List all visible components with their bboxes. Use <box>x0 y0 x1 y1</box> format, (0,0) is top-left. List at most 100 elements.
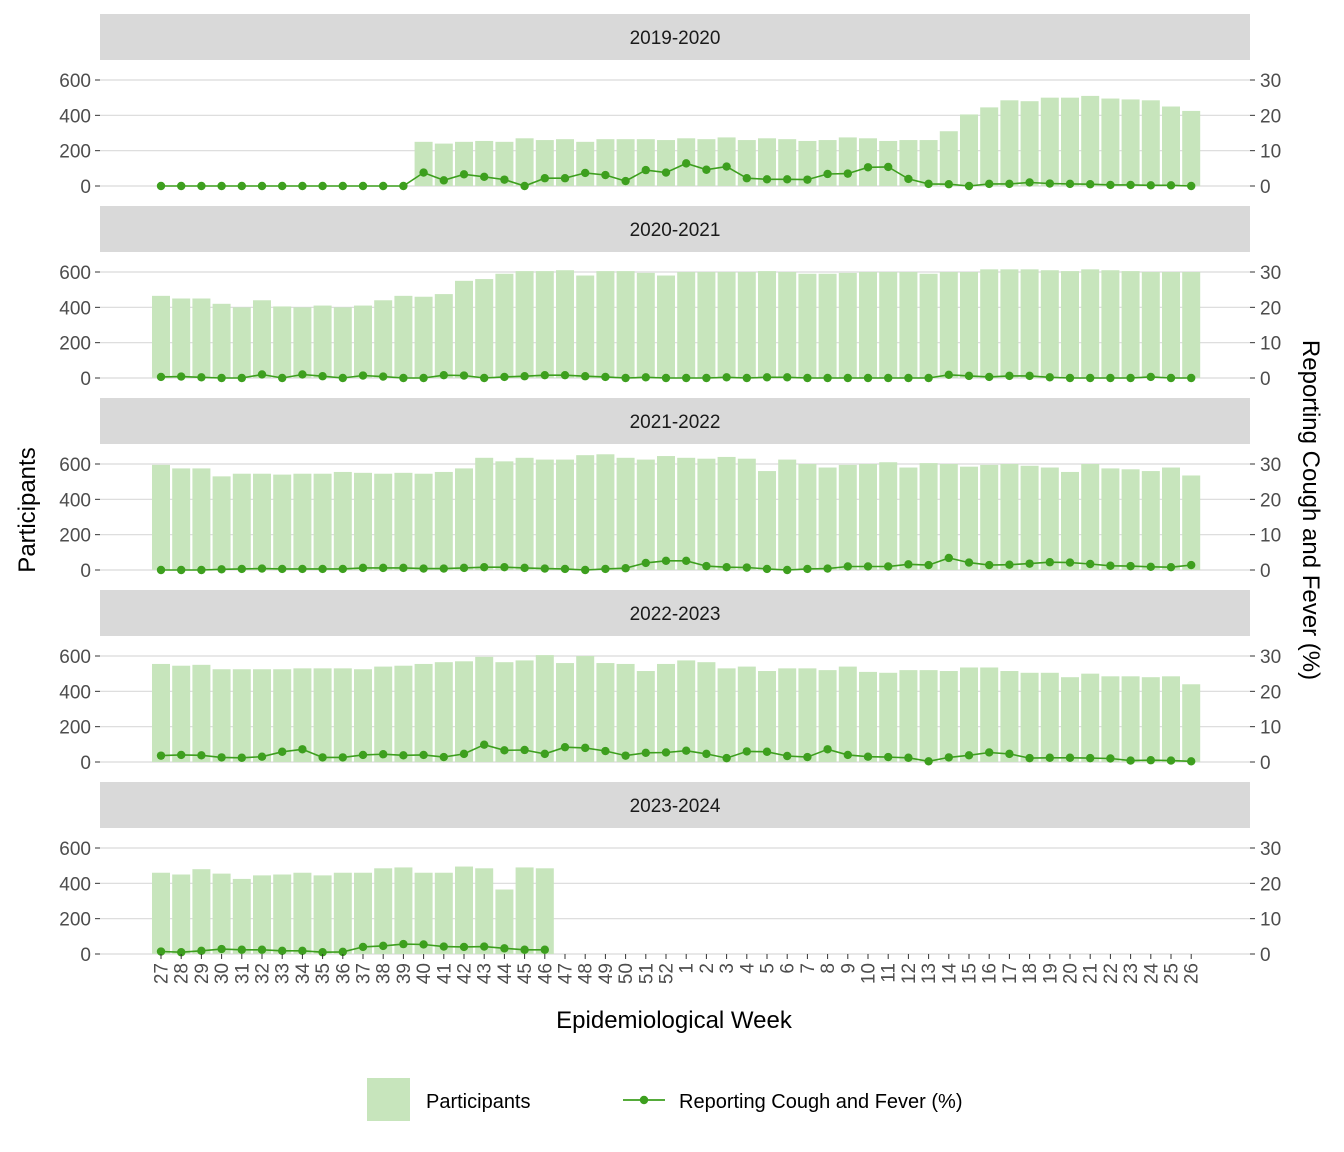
participants-bar <box>576 141 595 186</box>
legend-cough-fever-label: Reporting Cough and Fever (%) <box>679 1091 962 1113</box>
x-tick-label: 16 <box>980 963 1001 984</box>
cough-fever-point <box>278 564 287 574</box>
y-right-tick-label: 30 <box>1260 263 1281 284</box>
x-tick-label: 30 <box>212 963 233 984</box>
participants-bar <box>1040 270 1059 378</box>
cough-fever-point <box>985 748 994 757</box>
cough-fever-point <box>1005 560 1014 569</box>
participants-bar <box>152 872 170 954</box>
participants-bar <box>313 668 332 762</box>
cough-fever-point <box>439 942 448 951</box>
participants-bar <box>737 272 756 378</box>
cough-fever-point <box>358 942 368 952</box>
participants-bar <box>273 669 292 762</box>
participants-bar <box>172 468 191 570</box>
participants-bar <box>354 305 372 378</box>
y-right-tick-label: 10 <box>1260 910 1281 931</box>
participants-bar <box>576 275 595 378</box>
participants-bar <box>414 296 433 378</box>
cough-fever-point <box>783 751 792 761</box>
x-tick-label: 14 <box>939 963 960 985</box>
participants-bar <box>1121 99 1140 186</box>
cough-fever-point <box>1126 561 1135 571</box>
y-right-tick-label: 20 <box>1260 682 1281 703</box>
cough-fever-point <box>1005 371 1014 381</box>
cough-fever-point <box>1065 753 1075 762</box>
y-left-tick-label: 600 <box>59 71 91 92</box>
x-tick-label: 28 <box>172 963 193 984</box>
participants-bar <box>172 874 191 954</box>
participants-bar <box>414 473 433 570</box>
x-tick-label: 6 <box>778 963 799 974</box>
cough-fever-point <box>783 175 792 184</box>
cough-fever-point <box>156 372 166 382</box>
cough-fever-point <box>702 165 711 174</box>
x-tick-label: 34 <box>293 963 314 985</box>
cough-fever-point <box>803 373 812 383</box>
cough-fever-point <box>379 181 388 191</box>
x-tick-label: 22 <box>1101 963 1122 984</box>
cough-fever-point <box>500 562 509 572</box>
participants-bar <box>697 272 716 378</box>
participants-bar <box>1141 471 1160 570</box>
participants-bar <box>838 464 857 570</box>
y-right-tick-label: 20 <box>1260 298 1281 319</box>
y-left-tick-label: 600 <box>59 647 91 668</box>
cough-fever-point <box>358 181 368 191</box>
cough-fever-point <box>298 946 307 956</box>
participants-bar <box>1000 100 1019 186</box>
participants-bar <box>1020 465 1039 570</box>
cough-fever-point <box>742 563 751 572</box>
cough-fever-point <box>742 747 751 756</box>
panel-2023-2024: 2023-2024 0 200 400 600 0 10 20 30 <box>59 782 1281 966</box>
participants-bar <box>879 672 898 762</box>
cough-fever-point <box>318 753 327 762</box>
cough-fever-point <box>581 372 590 381</box>
cough-fever-point <box>884 562 893 571</box>
cough-fever-point <box>399 563 408 573</box>
cough-fever-point <box>379 563 388 573</box>
participants-bar <box>798 668 817 762</box>
cough-fever-point <box>803 175 812 184</box>
cough-fever-point <box>1106 180 1115 190</box>
participants-bar <box>455 280 473 378</box>
y-left-tick-label: 600 <box>59 839 91 860</box>
cough-fever-point <box>985 560 994 570</box>
participants-bar <box>1081 673 1100 762</box>
cough-fever-point <box>863 163 873 172</box>
panel-strip <box>100 782 1250 828</box>
cough-fever-point <box>682 159 691 168</box>
cough-fever-point <box>742 373 751 383</box>
participants-bar <box>1020 101 1039 186</box>
cough-fever-point <box>257 370 267 379</box>
cough-fever-point <box>520 945 529 954</box>
cough-fever-point <box>1146 181 1156 190</box>
x-tick-label: 23 <box>1121 963 1142 984</box>
participants-bar <box>1101 98 1120 186</box>
y-right-tick-label: 10 <box>1260 526 1281 547</box>
x-tick-label: 1 <box>677 963 698 974</box>
participants-bar <box>960 272 978 378</box>
participants-bar <box>697 662 716 762</box>
cough-fever-point <box>540 564 549 573</box>
participants-bar <box>838 137 857 186</box>
cough-fever-point <box>358 563 368 573</box>
x-tick-label: 2 <box>697 963 718 974</box>
cough-fever-point <box>661 556 671 566</box>
participants-bar <box>556 139 574 186</box>
cough-fever-point <box>399 373 408 383</box>
participants-bar <box>879 462 898 570</box>
cough-fever-point <box>702 749 711 759</box>
participants-bar <box>859 272 877 378</box>
cough-fever-point <box>722 562 731 572</box>
participants-bar <box>798 273 817 378</box>
participants-bar <box>313 305 332 378</box>
participants-bar <box>394 295 413 378</box>
cough-fever-point <box>500 372 509 382</box>
cough-fever-point <box>884 373 893 383</box>
participants-bar <box>192 468 211 570</box>
cough-fever-point <box>964 371 974 381</box>
participants-bar <box>838 272 857 378</box>
cough-fever-point <box>217 373 226 383</box>
cough-fever-point <box>560 174 570 183</box>
